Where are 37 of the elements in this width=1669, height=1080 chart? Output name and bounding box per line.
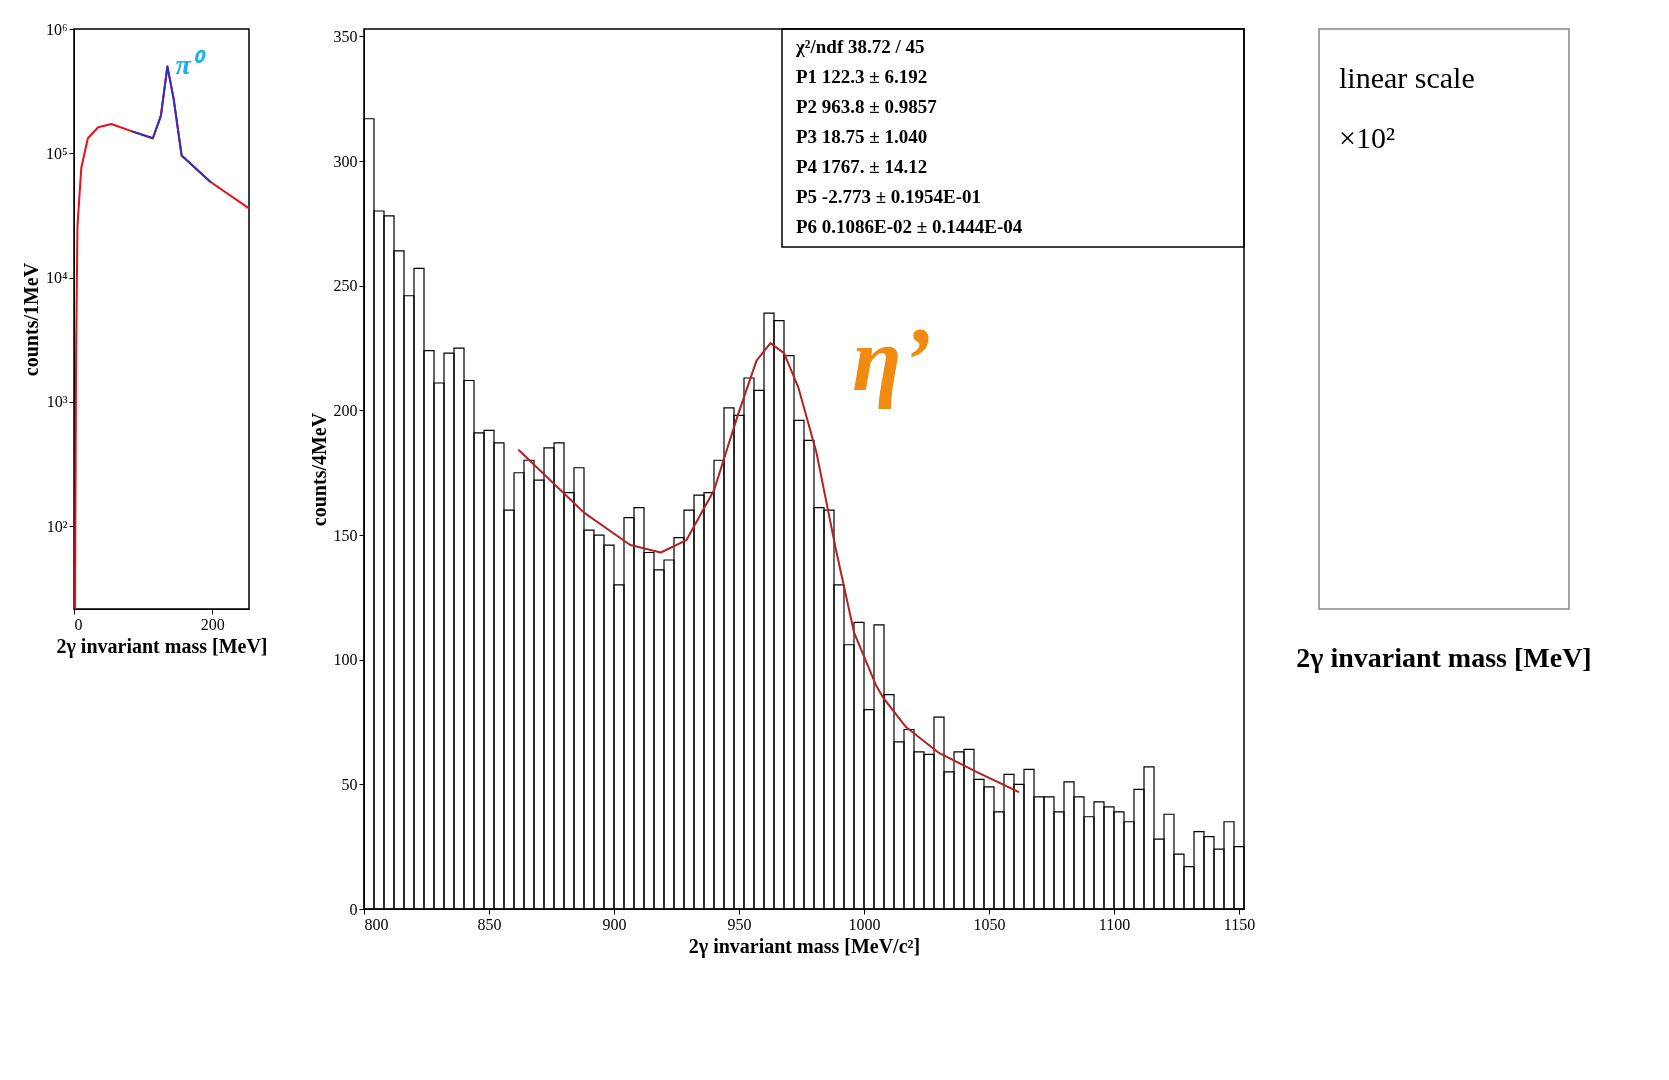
y-tick-label: 10⁶	[45, 20, 68, 38]
y-tick-label: 10²	[46, 517, 68, 535]
annotation: P1 122.3 ± 6.192	[796, 66, 928, 87]
y-tick-label: 150	[333, 526, 358, 544]
text: linear scale	[1339, 61, 1475, 94]
x-tick-label: 850	[477, 915, 502, 933]
text: ×10²	[1339, 121, 1395, 154]
y-tick-label: 10⁵	[45, 144, 68, 162]
y-tick-label: 0	[349, 900, 358, 918]
annotation: η’	[852, 310, 932, 410]
annotation: P6 0.1086E-02 ± 0.1444E-04	[796, 216, 1023, 237]
y-tick-label: 250	[333, 277, 358, 295]
y-tick-label: 50	[341, 775, 358, 793]
x-tick-label: 950	[727, 915, 752, 933]
annotation: P4 1767. ± 14.12	[796, 156, 928, 177]
annotation: P5 -2.773 ± 0.1954E-01	[796, 186, 982, 207]
y-tick-label: 10⁴	[45, 269, 68, 287]
y-tick-label: 350	[333, 27, 358, 45]
x-tick-label: 1050	[973, 915, 1006, 933]
y-tick-label: 100	[333, 651, 358, 669]
y-tick-label: 200	[333, 401, 358, 419]
text: 2γ invariant mass [MeV]	[1296, 642, 1592, 673]
annotation: χ²/ndf 38.72 / 45	[795, 36, 925, 57]
x-tick-label: 900	[602, 915, 627, 933]
x-tick-label: 1100	[1098, 915, 1131, 933]
y-axis-title: counts/4MeV	[307, 412, 330, 527]
x-tick-label: 800	[364, 915, 389, 933]
annotation: P3 18.75 ± 1.040	[796, 126, 928, 147]
annotation: P2 963.8 ± 0.9857	[796, 96, 938, 117]
x-axis-title: 2γ invariant mass [MeV/c²]	[688, 934, 921, 958]
y-tick-label: 300	[333, 152, 358, 170]
x-axis-title: 2γ invariant mass [MeV]	[56, 634, 268, 658]
y-tick-label: 10³	[46, 393, 68, 411]
y-axis-title: counts/1MeV	[19, 262, 42, 377]
x-tick-label: 1000	[848, 915, 881, 933]
x-tick-label: 1150	[1223, 915, 1256, 933]
annotation: π⁰	[175, 49, 206, 81]
